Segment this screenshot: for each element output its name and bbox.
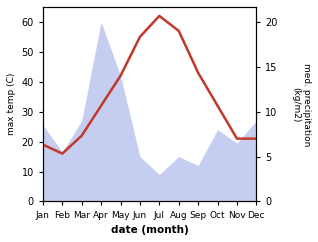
- Y-axis label: med. precipitation
(kg/m2): med. precipitation (kg/m2): [292, 62, 311, 146]
- Y-axis label: max temp (C): max temp (C): [7, 73, 16, 135]
- X-axis label: date (month): date (month): [111, 225, 189, 235]
